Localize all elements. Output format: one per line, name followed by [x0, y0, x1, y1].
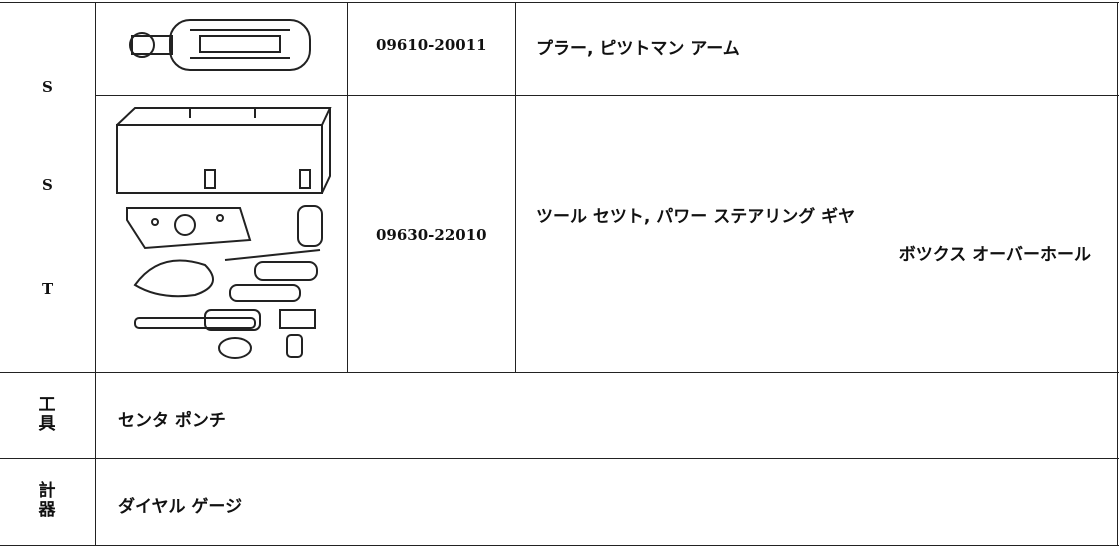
category-label: 工具	[38, 395, 56, 434]
rule	[1117, 2, 1118, 546]
tool-name: センタ ポンチ	[118, 411, 226, 431]
sst-letter: S	[42, 78, 53, 96]
rule	[515, 2, 516, 373]
puller-illustration	[129, 19, 311, 71]
tool-name: ツール セツト, パワー ステアリング ギヤ	[536, 207, 856, 227]
rule	[0, 2, 1119, 3]
rule	[0, 545, 1119, 546]
rule	[347, 2, 348, 373]
sst-letter: T	[42, 280, 54, 298]
rule	[0, 458, 1119, 459]
tool-set-illustration	[116, 107, 332, 359]
tool-name: ダイヤル ゲージ	[118, 497, 243, 517]
part-number: 09610-20011	[376, 36, 487, 54]
rule	[95, 95, 1119, 96]
tool-name: ボツクス オーバーホール	[898, 245, 1091, 265]
sst-letter: S	[42, 176, 53, 194]
rule	[95, 2, 96, 546]
rule	[0, 372, 1119, 373]
tool-name: プラー, ピツトマン アーム	[536, 39, 740, 59]
category-label: 計器	[38, 481, 56, 520]
part-number: 09630-22010	[376, 226, 487, 244]
